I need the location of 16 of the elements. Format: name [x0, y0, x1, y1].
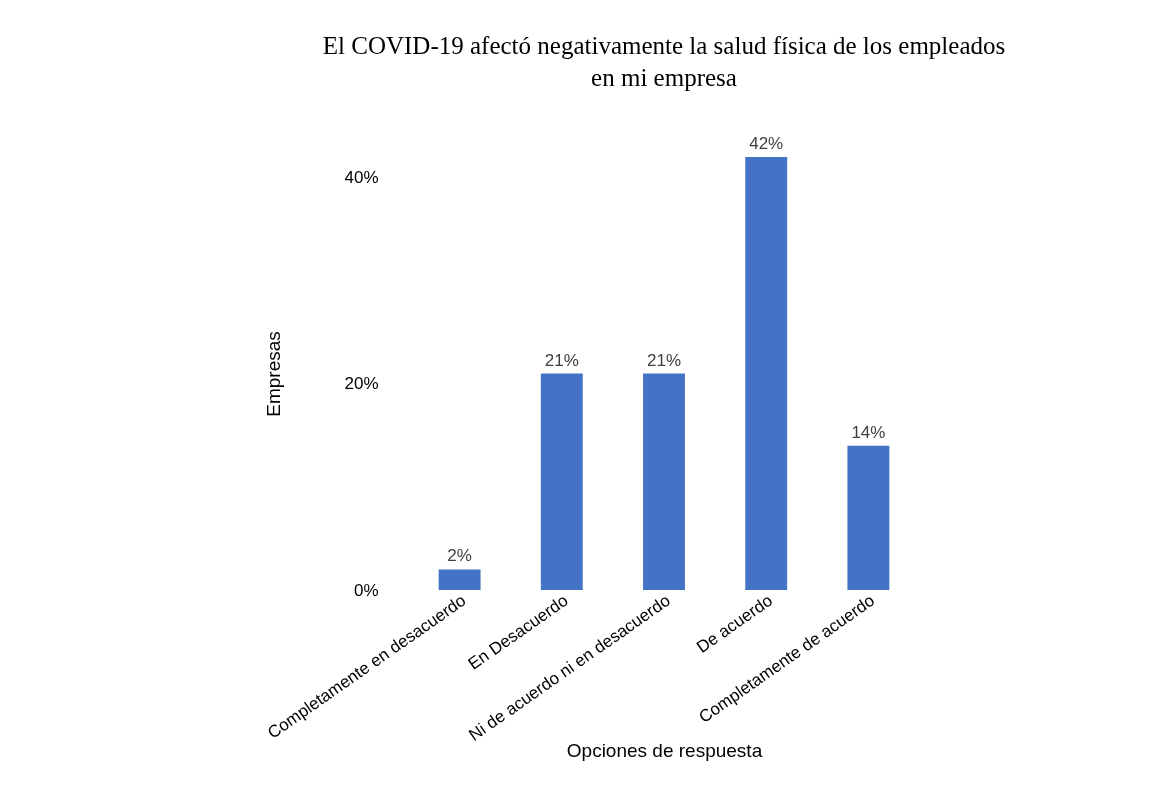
bar [745, 157, 788, 590]
y-tick-label: 40% [344, 168, 379, 188]
data-label: 21% [544, 350, 579, 370]
data-label: 2% [447, 546, 472, 566]
bar [438, 569, 481, 590]
bar [643, 373, 685, 590]
chart-title: El COVID-19 afectó negativamente la salud física de los empleados en mi empresa [322, 32, 1006, 91]
y-tick-label: 20% [344, 374, 379, 394]
data-label: 42% [749, 134, 784, 153]
data-label: 14% [851, 422, 886, 442]
bar [847, 445, 890, 590]
data-label: 21% [646, 350, 682, 370]
x-axis-title: Opciones de respuesta [566, 739, 763, 761]
bar [540, 373, 583, 590]
y-tick-label: 0% [353, 580, 379, 600]
y-axis-title: Empresas [263, 331, 285, 417]
